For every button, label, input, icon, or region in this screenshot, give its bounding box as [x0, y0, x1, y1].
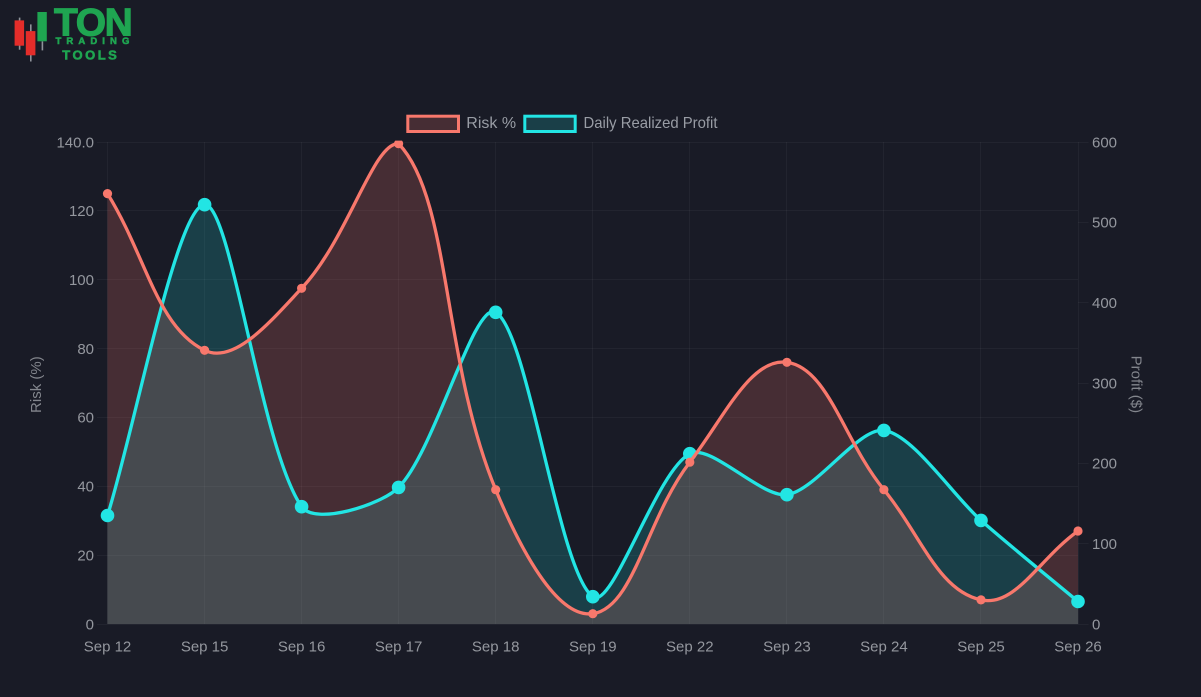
- svg-text:Sep 12: Sep 12: [84, 639, 132, 656]
- svg-text:80: 80: [77, 341, 94, 358]
- svg-text:Sep 18: Sep 18: [472, 639, 520, 656]
- svg-text:Profit ($): Profit ($): [1127, 356, 1144, 414]
- svg-text:TOOLS: TOOLS: [62, 48, 119, 63]
- svg-text:100: 100: [1092, 536, 1117, 553]
- svg-text:100: 100: [69, 272, 94, 289]
- svg-text:140.0: 140.0: [56, 134, 94, 151]
- svg-text:0: 0: [1092, 616, 1100, 633]
- svg-text:Sep 23: Sep 23: [763, 639, 811, 656]
- svg-text:40: 40: [77, 479, 94, 496]
- svg-text:TON: TON: [54, 1, 131, 44]
- svg-text:500: 500: [1092, 215, 1117, 232]
- svg-text:Risk %: Risk %: [466, 115, 516, 132]
- svg-text:Sep 15: Sep 15: [181, 639, 229, 656]
- svg-text:20: 20: [77, 547, 94, 564]
- svg-text:400: 400: [1092, 295, 1117, 312]
- svg-text:Sep 25: Sep 25: [957, 639, 1005, 656]
- svg-text:Sep 17: Sep 17: [375, 639, 423, 656]
- svg-text:200: 200: [1092, 456, 1117, 473]
- svg-text:TRADING: TRADING: [56, 36, 135, 47]
- svg-text:600: 600: [1092, 134, 1117, 151]
- svg-text:Daily Realized Profit: Daily Realized Profit: [584, 115, 719, 132]
- svg-text:Sep 26: Sep 26: [1054, 639, 1102, 656]
- svg-text:Sep 19: Sep 19: [569, 639, 617, 656]
- svg-text:Sep 16: Sep 16: [278, 639, 326, 656]
- svg-text:Sep 22: Sep 22: [666, 639, 714, 656]
- svg-text:60: 60: [77, 410, 94, 427]
- svg-text:0: 0: [86, 616, 94, 633]
- svg-text:Risk (%): Risk (%): [28, 356, 45, 413]
- svg-text:120: 120: [69, 203, 94, 220]
- svg-text:Sep 24: Sep 24: [860, 639, 908, 656]
- svg-text:300: 300: [1092, 375, 1117, 392]
